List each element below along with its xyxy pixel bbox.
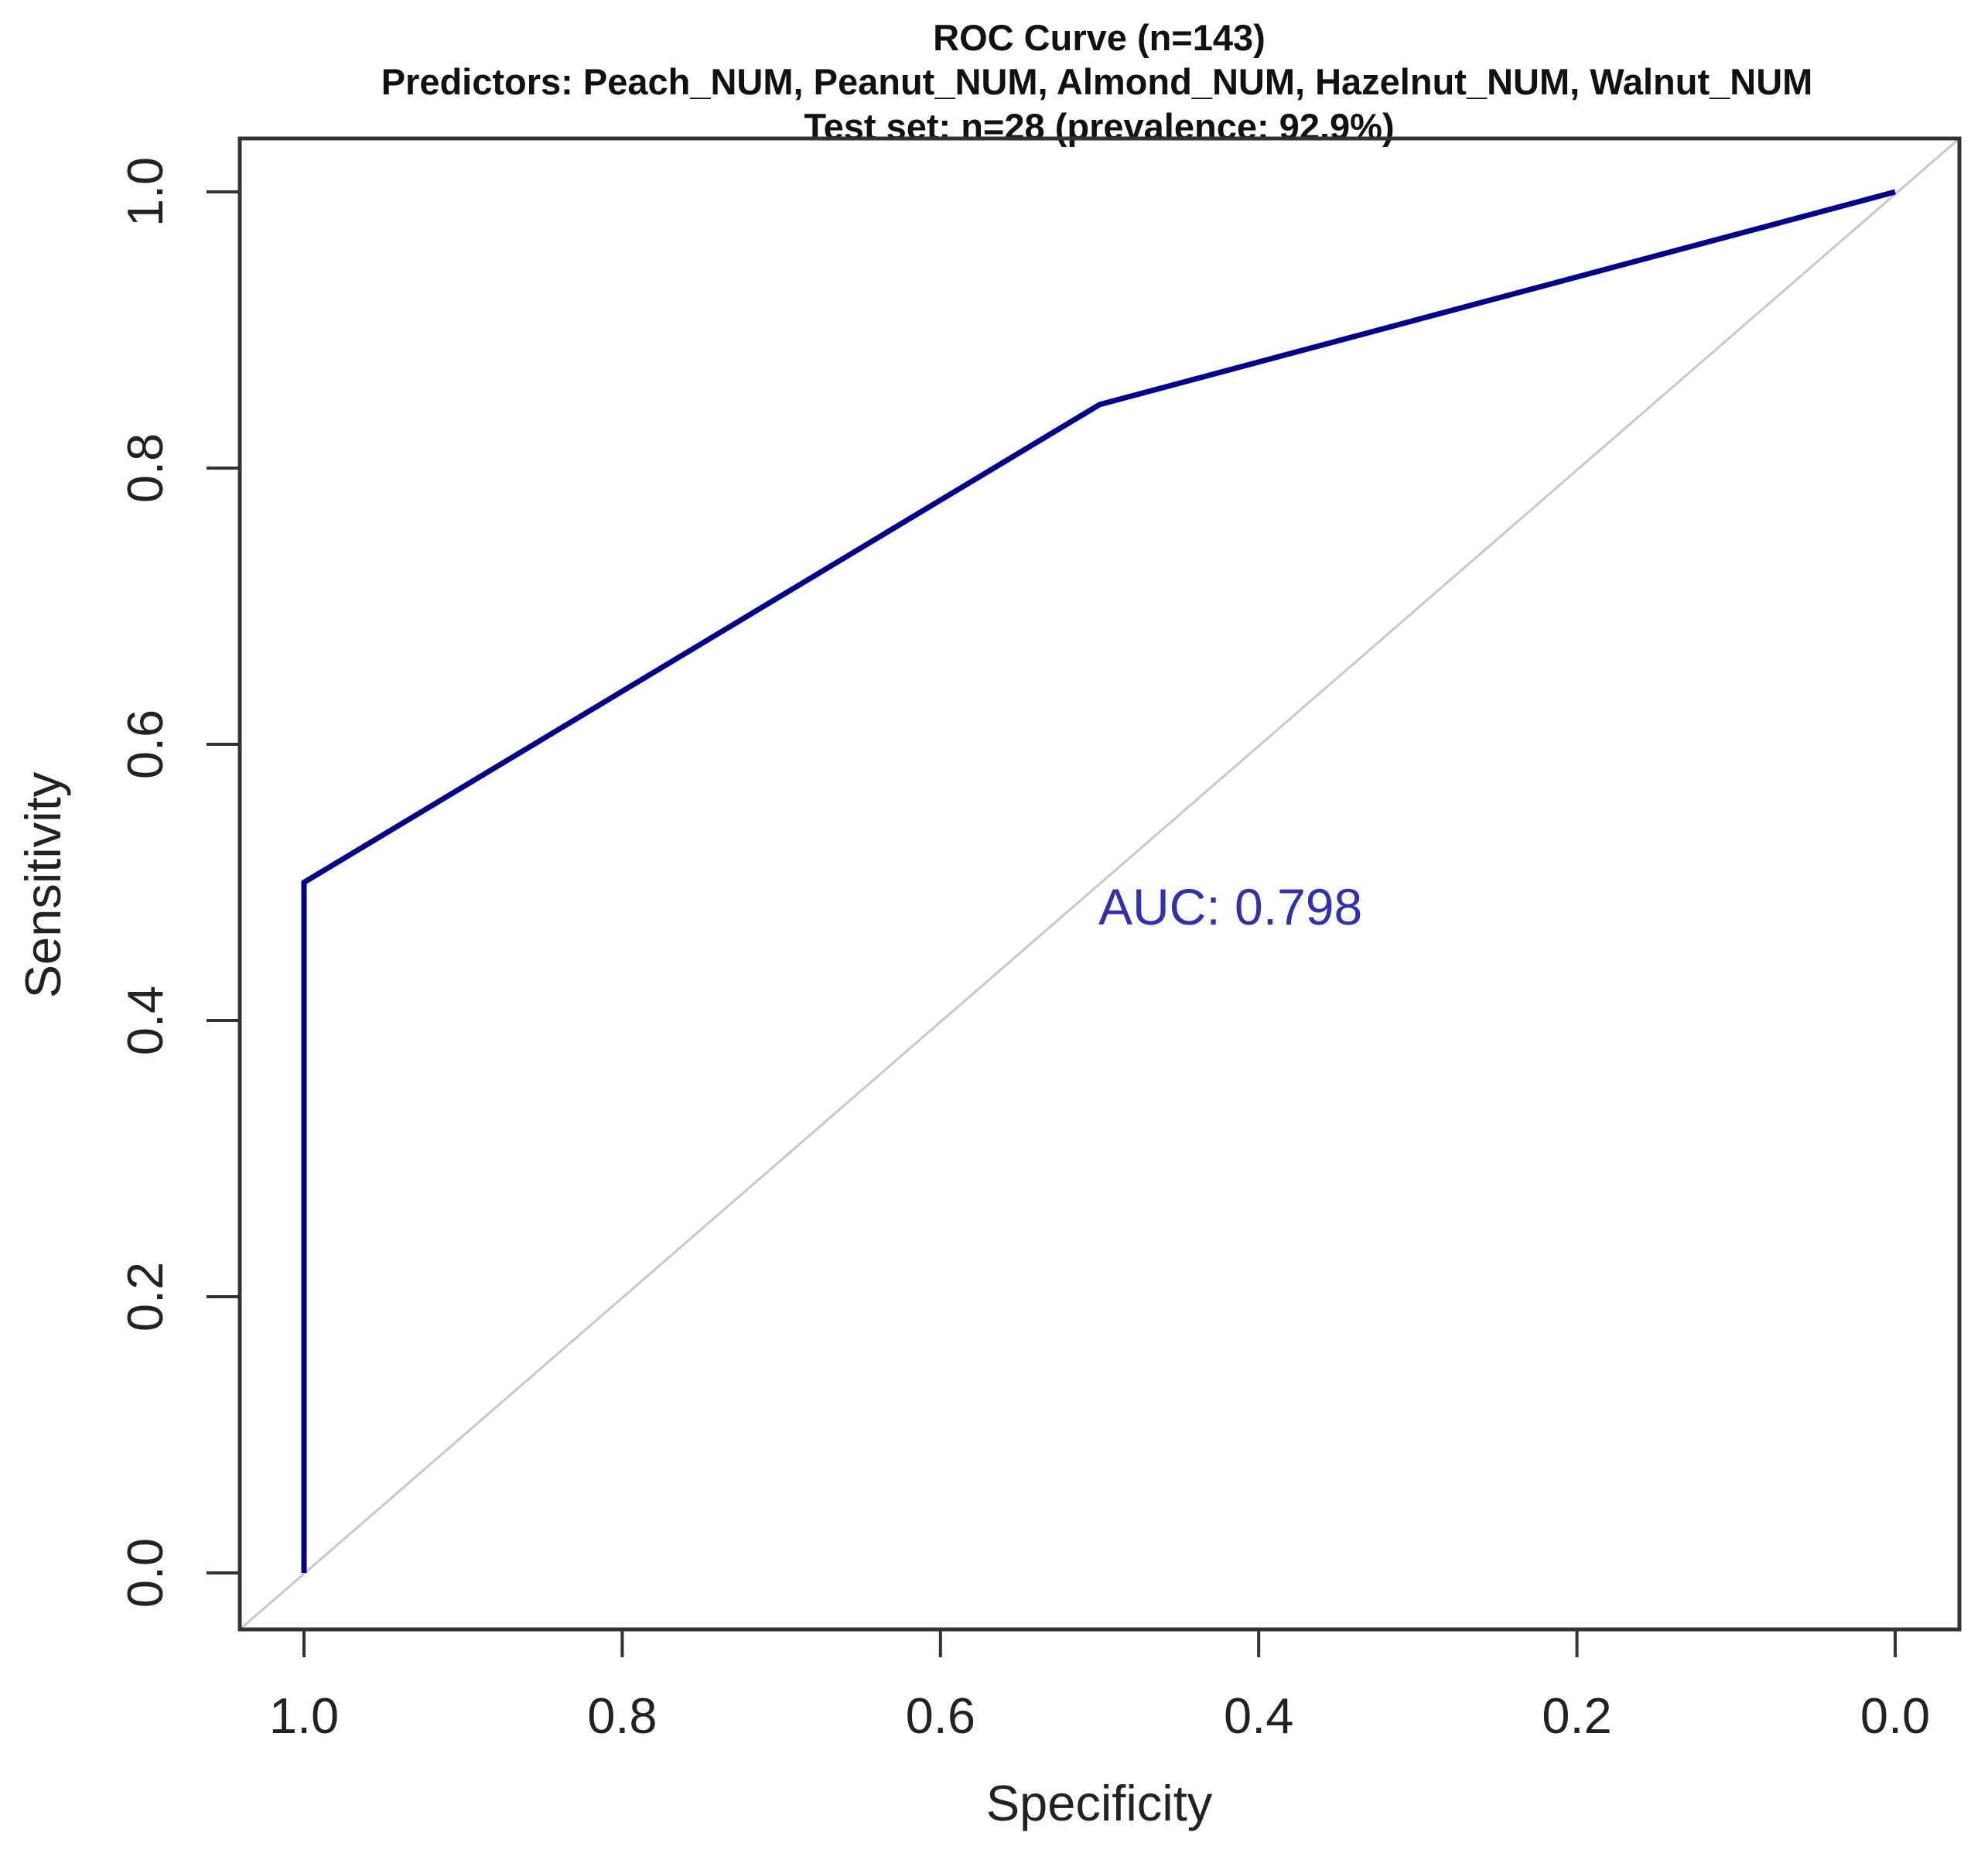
x-tick-label: 0.2 (1542, 1687, 1611, 1744)
chart-subtitle-testset: Test set: n=28 (prevalence: 92.9%) (804, 106, 1394, 147)
y-tick-label: 0.0 (117, 1538, 173, 1608)
x-tick-label: 1.0 (269, 1687, 339, 1744)
roc-curve-line (301, 189, 1896, 1573)
y-tick-label: 0.8 (117, 433, 173, 503)
y-tick-label: 1.0 (117, 157, 173, 227)
y-tick-label: 0.6 (117, 709, 173, 779)
x-axis: 1.0 0.8 0.6 0.4 0.2 0.0 (269, 1629, 1930, 1744)
y-tick-label: 0.4 (117, 986, 173, 1055)
x-axis-label: Specificity (986, 1775, 1213, 1831)
plot-area-frame (237, 136, 1962, 1632)
x-tick-label: 0.0 (1860, 1687, 1930, 1744)
y-axis: 0.0 0.2 0.4 0.6 0.8 1.0 (117, 157, 240, 1608)
y-axis-label: Sensitivity (15, 771, 71, 998)
x-tick-label: 0.8 (587, 1687, 657, 1744)
y-tick-label: 0.2 (117, 1262, 173, 1332)
chart-subtitle-predictors: Predictors: Peach_NUM, Peanut_NUM, Almon… (381, 61, 1813, 102)
x-tick-label: 0.6 (906, 1687, 975, 1744)
chart-title: ROC Curve (n=143) (933, 17, 1266, 58)
chance-diagonal (239, 137, 1960, 1631)
auc-annotation: AUC: 0.798 (1098, 878, 1362, 935)
x-tick-label: 0.4 (1224, 1687, 1293, 1744)
